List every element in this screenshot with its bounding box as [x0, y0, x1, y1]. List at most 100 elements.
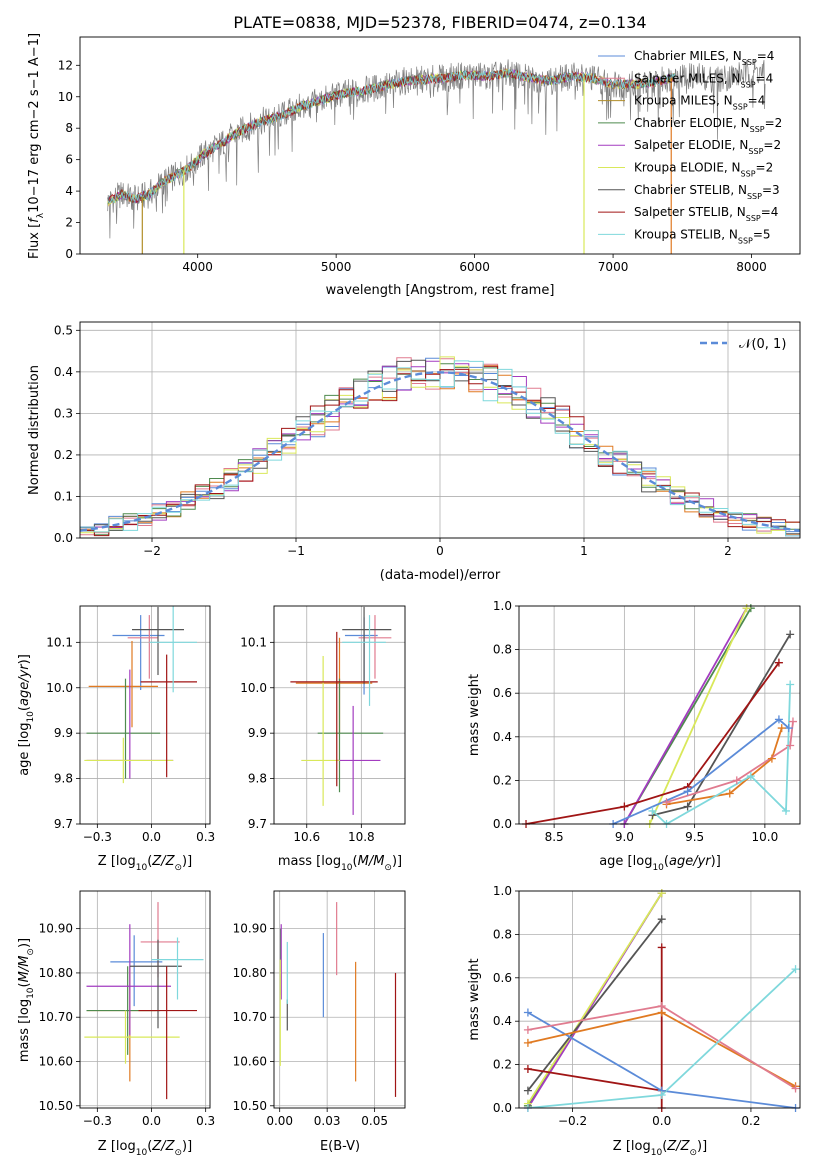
legend-label-text: Chabrier MILES, N	[634, 49, 742, 63]
x-tick-label: 0.0	[652, 1114, 671, 1128]
label-part: age/yr	[17, 663, 32, 706]
marker-plus	[774, 658, 783, 667]
legend-label: Salpeter MILES, NSSP=4	[634, 71, 773, 89]
label-part: (	[17, 706, 32, 711]
y-tick-label: 9.7	[248, 817, 267, 831]
plot-area	[107, 59, 766, 254]
label-part: 10	[27, 196, 42, 213]
x-tick-label: 8000	[736, 260, 767, 274]
marker-plus	[657, 889, 666, 898]
y-tick-label: 10.90	[233, 922, 267, 936]
x-tick-label: 9.0	[615, 830, 634, 844]
label-part: age [	[17, 742, 32, 775]
legend-label-text: Kroupa MILES, N	[634, 94, 733, 108]
y-tick-label: 12	[58, 58, 73, 72]
label-part: )]	[182, 854, 192, 869]
marker-plus	[742, 604, 751, 613]
y-tick-label: 0.6	[493, 686, 512, 700]
y-tick-label: 0.0	[54, 531, 73, 545]
y-tick-label: 10.80	[233, 966, 267, 980]
x-tick-label: 10.0	[752, 830, 779, 844]
legend-label-count: =4	[761, 205, 779, 219]
model-spectrum-line	[107, 69, 675, 203]
axes-frame	[518, 890, 801, 1109]
legend-label: Salpeter ELODIE, NSSP=2	[634, 138, 781, 156]
mass-weight-line	[527, 947, 663, 1108]
x-tick-label: 0.3	[196, 830, 215, 844]
label-part: )]	[711, 854, 721, 869]
x-tick-label: 0.05	[361, 1114, 388, 1128]
label-part: age/yr	[669, 854, 712, 869]
y-tick-label: 0.8	[493, 927, 512, 941]
label-part: ⊙	[384, 863, 392, 873]
y-axis-label: age [log10(age/yr)]	[17, 654, 36, 776]
marker-plus	[523, 1064, 532, 1073]
label-part: 10	[26, 987, 36, 999]
label-part: )]	[17, 654, 32, 664]
label-part: log	[631, 1139, 651, 1154]
y-tick-label: 1.0	[493, 599, 512, 613]
label-part: log	[17, 723, 32, 743]
label-part: f	[27, 216, 42, 223]
label-part: (	[147, 1139, 152, 1154]
label-part: )]	[182, 1139, 192, 1154]
legend-label-sub: SSP	[741, 169, 756, 178]
marker-plus	[788, 717, 797, 726]
y-axis-label: Flux [fλ10−17 erg cm−2 s−1 A−1]	[27, 33, 46, 259]
marker-plus	[683, 802, 692, 811]
x-tick-label: 4000	[182, 260, 213, 274]
legend-label-count: =3	[762, 183, 780, 197]
label-part: Z [	[98, 854, 116, 869]
marker-plus	[732, 776, 741, 785]
label-part: (	[353, 854, 358, 869]
legend-label: Kroupa STELIB, NSSP=5	[634, 227, 771, 245]
y-tick-label: 10.50	[233, 1099, 267, 1113]
marker-plus	[657, 915, 666, 924]
label-part: −1	[27, 38, 42, 57]
chart-age_vs_mass: 10.6 10.8 9.7 9.8 9.9 10.0 10.1 mass [log10(M/M…	[240, 605, 406, 873]
mass-weight-line	[527, 892, 663, 1105]
legend-label-count: =2	[765, 116, 783, 130]
legend-label-count: =5	[753, 227, 771, 241]
label-part: )]	[697, 1139, 707, 1154]
chart-spectrum: 4000 5000 6000 7000 8000 0 2 4 6 8 10 12 Chabrier MI…	[27, 33, 801, 298]
label-part: −17	[27, 169, 42, 196]
y-tick-label: 10.60	[39, 1055, 73, 1069]
legend-label: Chabrier STELIB, NSSP=3	[634, 183, 780, 201]
marker-plus	[786, 630, 795, 639]
legend-label: Chabrier MILES, NSSP=4	[634, 49, 774, 67]
label-part: (	[147, 854, 152, 869]
axes-frame	[79, 36, 801, 255]
y-tick-label: 8	[65, 121, 73, 135]
marker-plus	[683, 787, 692, 796]
label-part: −2	[27, 100, 42, 119]
x-axis-label: Z [log10(Z/Z⊙)]	[98, 1139, 192, 1158]
label-part: (	[17, 982, 32, 987]
legend-label-sub: SSP	[746, 214, 761, 223]
y-tick-label: 0.6	[493, 971, 512, 985]
y-tick-label: 10.0	[240, 681, 267, 695]
label-part: ⊙	[174, 1148, 182, 1158]
x-tick-label: 0	[436, 544, 444, 558]
legend-label-text: Kroupa STELIB, N	[634, 227, 738, 241]
label-part: λ	[36, 212, 46, 218]
plot-area	[84, 606, 197, 784]
figure-title: PLATE=0838, MJD=52378, FIBERID=0474, z=0…	[233, 13, 646, 32]
marker-plus	[791, 965, 800, 974]
label-part: )]	[17, 938, 32, 948]
x-axis-label: (data-model)/error	[380, 568, 501, 583]
legend-label-count: =2	[763, 138, 781, 152]
y-tick-label: 10.80	[39, 966, 73, 980]
label-part: (	[664, 854, 669, 869]
label-part: mass [	[278, 854, 321, 869]
plot-area	[84, 902, 204, 1100]
label-part: s	[27, 89, 42, 100]
label-part: 10	[341, 863, 353, 873]
x-axis-label: age [log10(age/yr)]	[599, 854, 721, 873]
legend-label: Salpeter STELIB, NSSP=4	[634, 205, 778, 223]
mass-weight-line	[623, 607, 748, 824]
chart-mass_weight_vs_z: −0.2 0.0 0.2 0.0 0.2 0.4 0.6 0.8 1.0 Z [log10(Z/Z…	[467, 884, 801, 1158]
label-part: log	[633, 854, 653, 869]
